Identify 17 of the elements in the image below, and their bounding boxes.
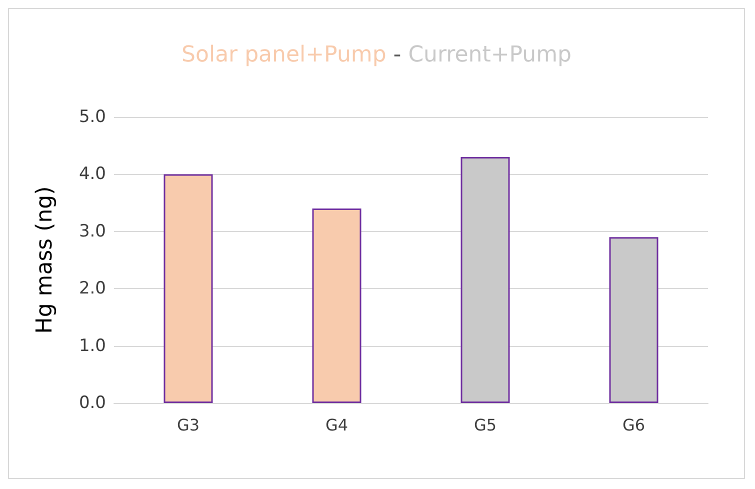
y-tick-label: 2.0: [78, 278, 106, 299]
bar: [460, 157, 510, 403]
x-tick-label: G6: [622, 416, 646, 434]
text: -: [386, 42, 408, 68]
y-tick-label: 0.0: [78, 393, 106, 413]
bar: [312, 208, 362, 403]
x-tick-label: G4: [325, 416, 348, 434]
y-tick-label: 1.0: [78, 336, 106, 356]
y-tick-label: 3.0: [78, 221, 106, 242]
y-axis-title: Hg mass (ng): [32, 186, 58, 334]
text: Solar panel+Pump: [182, 42, 386, 68]
x-tick-label: G5: [474, 416, 497, 434]
x-tick-label: G3: [176, 416, 200, 434]
y-tick-label: 4.0: [78, 164, 106, 184]
bar: [164, 174, 213, 403]
y-tick-label: 5.0: [78, 107, 106, 127]
bar: [609, 237, 658, 403]
